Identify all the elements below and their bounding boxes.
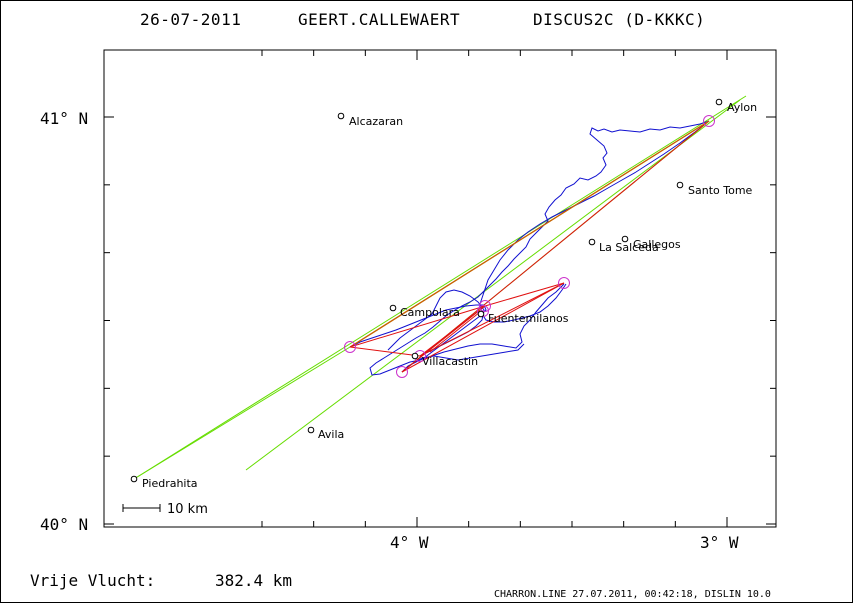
town-label-villacastin: Villacastin <box>422 355 478 368</box>
glider-name: DISCUS2C (D-KKKC) <box>533 10 705 29</box>
town-label-santo-tome: Santo Tome <box>688 184 753 197</box>
axis-ticks <box>104 50 776 527</box>
task-leg <box>349 346 421 357</box>
task-leg <box>401 282 565 373</box>
lon-label-4w: 4° W <box>390 533 429 552</box>
track-path <box>401 343 525 373</box>
town-label-avila: Avila <box>318 428 344 441</box>
track-path <box>369 120 710 376</box>
map-frame <box>103 49 777 528</box>
town-marker <box>621 235 629 243</box>
town-marker <box>389 304 397 312</box>
lon-label-3w: 3° W <box>700 533 739 552</box>
flight-date: 26-07-2011 <box>140 10 241 29</box>
town-label-la-salceda: La Salceda <box>599 241 659 254</box>
task-leg <box>484 282 565 307</box>
turnpoint-circle <box>703 115 715 127</box>
town-marker <box>715 98 723 106</box>
town-label-piedrahita: Piedrahita <box>142 477 198 490</box>
task-leg <box>133 95 747 480</box>
town-marker <box>676 181 684 189</box>
track-path <box>479 120 710 323</box>
town-marker <box>307 426 315 434</box>
pilot-name: GEERT.CALLEWAERT <box>298 10 460 29</box>
turnpoints <box>344 115 715 378</box>
town-marker <box>588 238 596 246</box>
town-label-campolara: Campolara <box>400 306 460 319</box>
town-marker <box>130 475 138 483</box>
turnpoint-circle <box>479 300 491 312</box>
task-leg <box>245 99 741 471</box>
credit-line: CHARRON.LINE 27.07.2011, 00:42:18, DISLI… <box>494 589 771 600</box>
task-leg <box>133 346 351 480</box>
town-label-fuentemilanos: Fuentemilanos <box>488 312 569 325</box>
turnpoint-circle <box>558 277 570 289</box>
task-leg-orange <box>354 120 710 345</box>
town-label-gallegos: Gallegos <box>633 238 681 251</box>
turnpoint-circle <box>396 366 408 378</box>
task-leg <box>349 305 486 348</box>
town-marker <box>477 310 485 318</box>
task-leg <box>419 305 486 357</box>
town-marker <box>411 352 419 360</box>
scale-bar <box>122 504 161 512</box>
distance-label: Vrije Vlucht: <box>30 571 155 590</box>
town-label-aylon: Aylon <box>727 101 757 114</box>
turnpoint-circle <box>344 341 356 353</box>
distance-value: 382.4 km <box>215 571 292 590</box>
town-label-alcazaran: Alcazaran <box>349 115 403 128</box>
task-leg <box>429 311 481 353</box>
towns: Aylon Alcazaran Santo Tome Gallegos La S… <box>130 98 757 490</box>
lat-label-41n: 41° N <box>40 109 88 128</box>
task-legs-green <box>133 95 747 480</box>
town-marker <box>337 112 345 120</box>
lat-label-40n: 40° N <box>40 515 88 534</box>
task-leg <box>419 282 565 357</box>
scale-bar-label: 10 km <box>167 502 208 517</box>
